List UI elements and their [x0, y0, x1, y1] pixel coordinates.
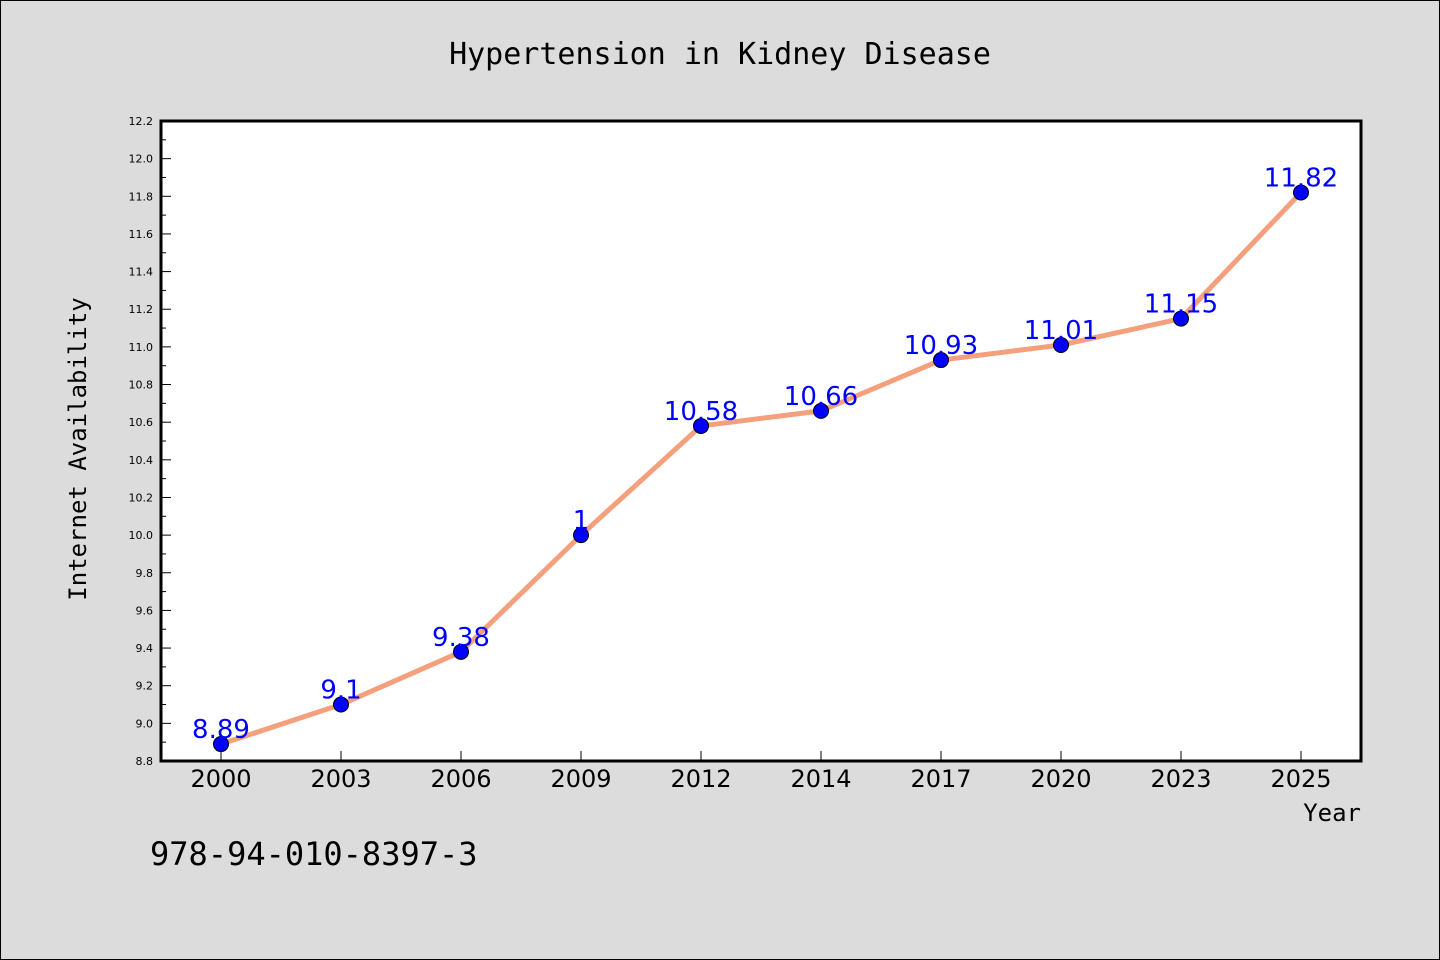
x-tick-label: 2014 — [790, 765, 851, 793]
y-tick-label: 11.8 — [129, 190, 154, 203]
data-label: 11.82 — [1264, 164, 1338, 194]
x-tick-label: 2023 — [1150, 765, 1211, 793]
y-tick-label: 9.0 — [136, 717, 154, 730]
data-point — [453, 643, 469, 660]
x-tick-label: 2025 — [1270, 765, 1331, 793]
x-tick-label: 2009 — [550, 765, 611, 793]
y-tick-label: 11.0 — [129, 341, 154, 354]
chart-title: Hypertension in Kidney Disease — [449, 37, 991, 72]
y-tick-label: 9.6 — [136, 604, 154, 617]
data-label: 8.89 — [192, 715, 250, 745]
y-axis-ticks: 8.8 9.0 9.2 9.4 9.6 9.8 10.0 10.2 10.4 10.6 10.8 11… — [129, 115, 171, 768]
series-line — [218, 190, 1304, 747]
x-tick-label: 2006 — [430, 765, 491, 793]
x-axis-ticks: 2000 2003 2006 2009 2012 2014 2017 2020 2023 2025 — [190, 751, 1332, 793]
data-point — [813, 402, 829, 419]
data-point — [573, 527, 589, 544]
x-tick-label: 2020 — [1030, 765, 1091, 793]
data-label: 11.01 — [1024, 316, 1098, 346]
y-tick-label: 11.4 — [129, 266, 154, 279]
y-tick-label: 10.6 — [129, 416, 154, 429]
x-axis-label: Year — [1303, 799, 1361, 827]
y-tick-label: 10.0 — [129, 529, 154, 542]
data-point — [333, 696, 349, 713]
data-label: 11.15 — [1144, 290, 1218, 320]
x-tick-label: 2003 — [310, 765, 371, 793]
series-layer: 8.89 9.1 9.38 1 10.58 10.66 10.93 11.01 11.15 11.… — [192, 164, 1338, 753]
isbn-text: 978-94-010-8397-3 — [150, 835, 478, 873]
y-tick-label: 8.8 — [136, 755, 154, 768]
data-point — [1053, 337, 1069, 353]
y-tick-label: 11.6 — [129, 228, 154, 241]
data-label: 10.58 — [664, 397, 738, 427]
y-tick-label: 9.4 — [136, 642, 154, 655]
y-tick-label: 10.8 — [129, 379, 154, 392]
data-point — [933, 352, 949, 369]
data-label: 10.66 — [784, 382, 858, 412]
x-tick-label: 2000 — [190, 765, 251, 793]
x-tick-label: 2012 — [670, 765, 731, 793]
data-label: 10.93 — [904, 331, 978, 361]
y-tick-label: 10.2 — [129, 491, 154, 504]
y-tick-label: 12.0 — [129, 153, 154, 166]
data-label: 9.38 — [432, 623, 490, 653]
y-tick-label: 9.2 — [136, 680, 154, 693]
x-tick-label: 2017 — [910, 765, 971, 793]
data-point — [693, 417, 709, 434]
data-label: 9.1 — [320, 676, 361, 706]
y-tick-label: 9.8 — [136, 567, 154, 580]
y-tick-label: 11.2 — [129, 303, 154, 316]
data-label: 1 — [573, 506, 590, 536]
data-point — [1293, 184, 1309, 201]
data-point — [213, 736, 229, 753]
y-tick-label: 12.2 — [129, 115, 154, 128]
y-axis-label: Internet Availability — [64, 297, 92, 600]
y-tick-label: 10.4 — [129, 454, 154, 467]
plot-area — [159, 119, 1363, 763]
data-point — [1173, 310, 1189, 327]
